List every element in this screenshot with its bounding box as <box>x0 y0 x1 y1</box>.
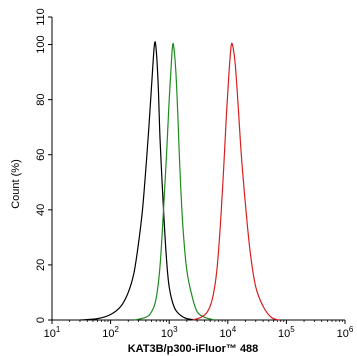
x-tick-label: 105 <box>278 325 295 340</box>
y-axis: 0 20 40 60 80 100 110 <box>35 8 52 323</box>
x-tick-label: 101 <box>44 325 61 340</box>
y-tick-label: 60 <box>35 149 47 161</box>
x-tick-label: 104 <box>219 325 236 340</box>
y-tick-label: 100 <box>35 35 47 53</box>
x-tick-label: 103 <box>161 325 178 340</box>
x-axis: 101 102 103 104 105 106 <box>44 320 354 340</box>
y-tick-label: 110 <box>35 8 47 26</box>
y-tick-label: 20 <box>35 259 47 271</box>
x-tick-label: 102 <box>102 325 119 340</box>
y-axis-label: Count (%) <box>10 159 22 209</box>
histogram-curves <box>79 41 280 321</box>
histogram-series-2 <box>192 42 280 321</box>
histogram-series-1 <box>133 42 215 321</box>
x-axis-label: KAT3B/p300-iFluor™ 488 <box>128 343 259 355</box>
y-tick-label: 40 <box>35 204 47 216</box>
x-tick-label: 106 <box>337 325 354 340</box>
plot-area <box>51 17 345 321</box>
y-tick-label: 0 <box>35 317 47 323</box>
histogram-series-0 <box>79 41 198 321</box>
y-tick-label: 80 <box>35 94 47 106</box>
